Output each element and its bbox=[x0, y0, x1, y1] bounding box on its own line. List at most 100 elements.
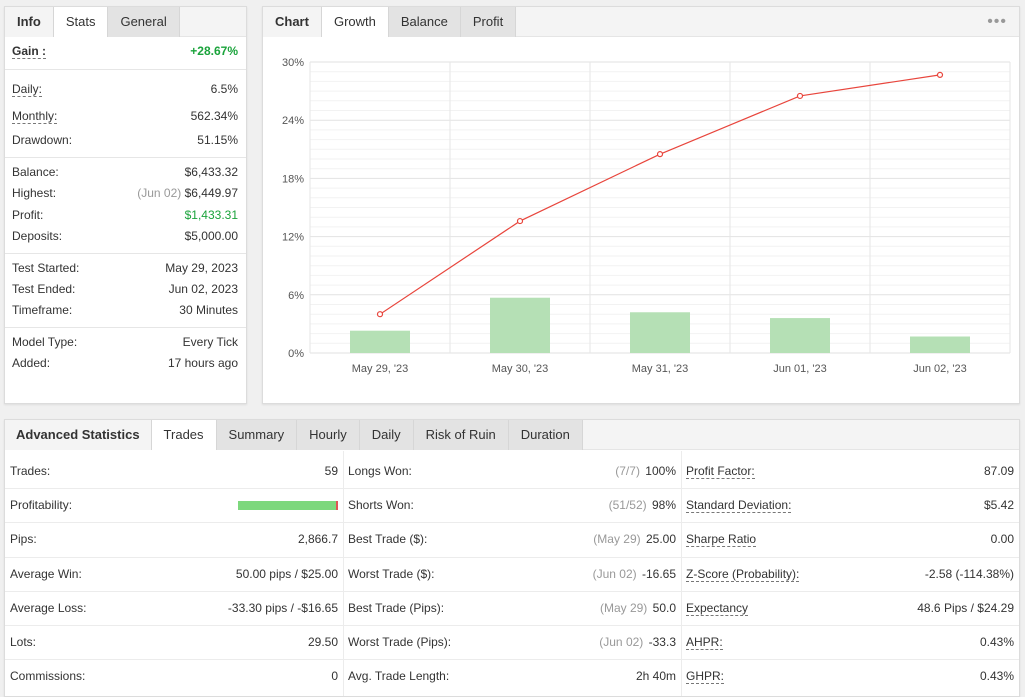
drawdown-value: 51.15% bbox=[197, 133, 238, 147]
stat-value: 48.6 Pips / $24.29 bbox=[917, 600, 1014, 615]
divider bbox=[5, 69, 246, 70]
tab-general[interactable]: General bbox=[108, 7, 180, 37]
daily-label[interactable]: Daily: bbox=[12, 82, 43, 97]
stat-value-group: (7/7) 100% bbox=[615, 454, 676, 488]
tab-stats[interactable]: Stats bbox=[53, 7, 109, 37]
stat-value-group: 0.43% bbox=[980, 659, 1014, 693]
divider bbox=[5, 253, 246, 254]
monthly-value: 562.34% bbox=[190, 109, 238, 123]
stat-note: (May 29) bbox=[599, 600, 648, 615]
stat-note: (May 29) bbox=[593, 532, 641, 547]
growth-bar bbox=[630, 312, 690, 353]
stat-value: $5.42 bbox=[983, 498, 1014, 513]
stat-row: Worst Trade (Pips): (Jun 02) -33.3 bbox=[343, 625, 681, 659]
stat-value: 2,866.7 bbox=[297, 532, 338, 547]
stat-row: Avg. Trade Length: 2h 40m bbox=[343, 659, 681, 693]
tab-risk-of-ruin[interactable]: Risk of Ruin bbox=[413, 420, 509, 450]
balance-label: Balance: bbox=[12, 165, 59, 179]
model-type-label: Model Type: bbox=[12, 335, 78, 349]
row-divider bbox=[5, 659, 1019, 661]
stat-label[interactable]: Expectancy bbox=[686, 600, 749, 616]
stat-value: 100% bbox=[645, 464, 676, 478]
stat-label[interactable]: GHPR: bbox=[686, 669, 725, 685]
stat-label: Shorts Won: bbox=[348, 498, 414, 513]
added-value: 17 hours ago bbox=[167, 356, 238, 370]
tab-profit[interactable]: Profit bbox=[460, 7, 517, 37]
row-divider bbox=[5, 590, 1019, 592]
tab-trades[interactable]: Trades bbox=[151, 420, 217, 450]
y-tick-label: 18% bbox=[282, 173, 304, 185]
stat-row: Sharpe Ratio 0.00 bbox=[681, 522, 1019, 556]
test-started-label: Test Started: bbox=[12, 261, 80, 275]
stat-label: Commissions: bbox=[10, 669, 86, 684]
stat-value: 25.00 bbox=[645, 532, 676, 547]
stat-label[interactable]: Sharpe Ratio bbox=[686, 532, 757, 548]
deposits-row: Deposits: $5,000.00 bbox=[12, 226, 238, 247]
stat-row: Commissions: 0 bbox=[5, 659, 343, 693]
y-tick-label: 6% bbox=[288, 290, 304, 302]
stat-value: -33.30 pips / -$16.65 bbox=[227, 600, 338, 615]
x-tick-label: May 29, '23 bbox=[352, 363, 409, 375]
monthly-label[interactable]: Monthly: bbox=[12, 109, 58, 124]
highest-value: $6,449.97 bbox=[184, 186, 238, 200]
stat-row: Average Win: 50.00 pips / $25.00 bbox=[5, 557, 343, 591]
stat-row: Best Trade ($): (May 29) 25.00 bbox=[343, 522, 681, 556]
stat-label: Worst Trade ($): bbox=[348, 566, 435, 581]
tab-hourly[interactable]: Hourly bbox=[297, 420, 360, 450]
tab-info[interactable]: Info bbox=[5, 7, 54, 37]
stat-value-group: (51/52) 98% bbox=[609, 488, 676, 522]
stat-row: Average Loss: -33.30 pips / -$16.65 bbox=[5, 591, 343, 625]
stat-value-group: -33.30 pips / -$16.65 bbox=[228, 591, 338, 625]
balance-value: $6,433.32 bbox=[184, 165, 238, 179]
growth-chart: 0% 6% 12% 18% 24% 30% May 29, '23 May 30, '23 Ma… bbox=[282, 57, 1011, 375]
gain-value: +28.67% bbox=[190, 44, 238, 58]
tab-daily[interactable]: Daily bbox=[359, 420, 414, 450]
tab-duration[interactable]: Duration bbox=[508, 420, 583, 450]
stat-value-group: (Jun 02) -33.3 bbox=[599, 625, 676, 659]
tab-chart[interactable]: Chart bbox=[263, 7, 322, 37]
gain-label[interactable]: Gain : bbox=[12, 44, 47, 59]
tab-balance[interactable]: Balance bbox=[388, 7, 461, 37]
deposits-value: $5,000.00 bbox=[184, 229, 238, 243]
stat-note: (7/7) bbox=[615, 464, 640, 478]
row-divider bbox=[5, 522, 1019, 524]
stat-value-group: 87.09 bbox=[984, 454, 1014, 488]
growth-bar bbox=[350, 330, 410, 353]
stat-value: 0 bbox=[331, 669, 338, 684]
stat-label[interactable]: Profit Factor: bbox=[686, 464, 755, 479]
timeframe-label: Timeframe: bbox=[12, 303, 73, 317]
model-type-value: Every Tick bbox=[182, 335, 238, 349]
stat-row: Z-Score (Probability): -2.58 (-114.38%) bbox=[681, 557, 1019, 591]
advanced-tabs: Advanced Statistics Trades Summary Hourl… bbox=[5, 420, 583, 450]
stat-value: 50.00 pips / $25.00 bbox=[235, 566, 338, 581]
growth-point bbox=[376, 311, 384, 318]
tab-summary[interactable]: Summary bbox=[216, 420, 298, 450]
stat-value-group: (May 29) 50.0 bbox=[600, 591, 676, 625]
profit-row: Profit: $1,433.31 bbox=[12, 205, 238, 226]
stat-row: AHPR: 0.43% bbox=[681, 625, 1019, 659]
chart-tabs: Chart Growth Balance Profit bbox=[263, 7, 517, 37]
monthly-row: Monthly: 562.34% bbox=[12, 106, 238, 127]
stat-value-group: 29.50 bbox=[308, 625, 338, 659]
test-ended-row: Test Ended: Jun 02, 2023 bbox=[12, 279, 238, 300]
column-divider bbox=[681, 451, 682, 696]
daily-row: Daily: 6.5% bbox=[12, 79, 238, 100]
stat-value: 0.00 bbox=[990, 532, 1014, 547]
profitability-loss-segment bbox=[336, 501, 338, 511]
stat-label[interactable]: Z-Score (Probability): bbox=[686, 566, 800, 582]
stat-label[interactable]: Standard Deviation: bbox=[686, 498, 792, 514]
stat-label[interactable]: AHPR: bbox=[686, 635, 723, 650]
stat-label: Longs Won: bbox=[348, 464, 412, 478]
stats-panel: Info Stats General Gain : +28.67% Daily:… bbox=[4, 6, 247, 404]
more-dots-icon[interactable]: ••• bbox=[987, 13, 1007, 30]
stat-value-group: 48.6 Pips / $24.29 bbox=[917, 591, 1014, 625]
tab-growth[interactable]: Growth bbox=[321, 7, 389, 37]
highest-label: Highest: bbox=[12, 186, 57, 200]
stat-label: Best Trade (Pips): bbox=[348, 600, 445, 615]
test-started-row: Test Started: May 29, 2023 bbox=[12, 258, 238, 279]
stat-note: (Jun 02) bbox=[592, 566, 637, 581]
stat-label: Lots: bbox=[10, 635, 37, 649]
growth-bar bbox=[910, 336, 970, 353]
x-tick-label: Jun 01, '23 bbox=[773, 363, 826, 375]
stat-row: Standard Deviation: $5.42 bbox=[681, 488, 1019, 522]
